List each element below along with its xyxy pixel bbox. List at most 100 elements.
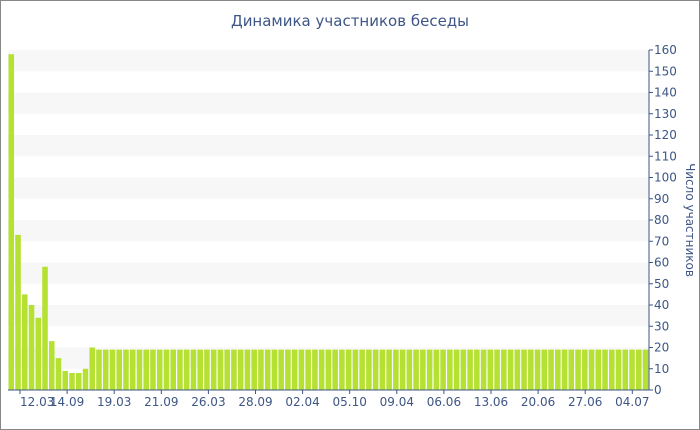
- bar[interactable]: [285, 349, 291, 391]
- bar[interactable]: [595, 349, 602, 391]
- bar[interactable]: [150, 349, 156, 391]
- bar[interactable]: [420, 349, 426, 391]
- bar[interactable]: [541, 349, 548, 391]
- bar[interactable]: [89, 347, 96, 391]
- bar[interactable]: [170, 349, 176, 391]
- bar[interactable]: [629, 349, 635, 391]
- bar[interactable]: [278, 349, 284, 391]
- bar[interactable]: [244, 349, 251, 391]
- bar[interactable]: [318, 349, 325, 391]
- bar[interactable]: [467, 349, 473, 391]
- bar[interactable]: [210, 349, 217, 391]
- bar[interactable]: [116, 349, 123, 391]
- bar[interactable]: [413, 349, 419, 391]
- bar[interactable]: [197, 349, 203, 391]
- bar[interactable]: [48, 341, 55, 391]
- bar[interactable]: [345, 349, 352, 391]
- bar[interactable]: [433, 349, 440, 391]
- bar[interactable]: [366, 349, 372, 391]
- bar[interactable]: [561, 349, 568, 391]
- bar[interactable]: [534, 349, 541, 391]
- bar[interactable]: [102, 349, 109, 391]
- bar[interactable]: [399, 349, 406, 391]
- bar[interactable]: [588, 349, 595, 391]
- bar[interactable]: [264, 349, 271, 391]
- bar[interactable]: [615, 349, 622, 391]
- bar[interactable]: [582, 349, 588, 391]
- bar[interactable]: [55, 358, 62, 391]
- bar[interactable]: [190, 349, 197, 391]
- bar[interactable]: [339, 349, 345, 391]
- bar[interactable]: [183, 349, 190, 391]
- bar[interactable]: [386, 349, 392, 391]
- bar[interactable]: [143, 349, 149, 391]
- bar[interactable]: [636, 349, 642, 391]
- bar[interactable]: [460, 349, 467, 391]
- bar[interactable]: [642, 349, 649, 391]
- bar[interactable]: [8, 54, 15, 390]
- bar[interactable]: [501, 349, 507, 391]
- bars: [8, 54, 649, 391]
- bar[interactable]: [622, 349, 629, 391]
- bar[interactable]: [568, 349, 575, 391]
- bar[interactable]: [136, 349, 143, 391]
- bar[interactable]: [258, 349, 264, 391]
- bar[interactable]: [129, 349, 136, 391]
- bar[interactable]: [575, 349, 581, 391]
- bar[interactable]: [453, 349, 460, 391]
- bar[interactable]: [514, 349, 521, 391]
- bar[interactable]: [447, 349, 453, 391]
- bar[interactable]: [332, 349, 338, 391]
- bar[interactable]: [96, 349, 102, 391]
- bar[interactable]: [204, 349, 210, 391]
- grid-band: [8, 305, 649, 327]
- bar[interactable]: [305, 349, 311, 391]
- bar[interactable]: [393, 349, 399, 391]
- bar[interactable]: [28, 305, 35, 390]
- bar[interactable]: [123, 349, 129, 391]
- bar[interactable]: [602, 349, 608, 391]
- bar[interactable]: [271, 349, 278, 391]
- bar[interactable]: [163, 349, 170, 391]
- bar[interactable]: [15, 234, 21, 391]
- bar[interactable]: [35, 317, 42, 390]
- bar[interactable]: [156, 349, 163, 391]
- bar[interactable]: [312, 349, 318, 391]
- bar[interactable]: [251, 349, 257, 391]
- bar[interactable]: [177, 349, 183, 391]
- bar[interactable]: [609, 349, 615, 391]
- y-tick-label: 30: [654, 319, 669, 333]
- bar[interactable]: [474, 349, 480, 391]
- bar[interactable]: [406, 349, 413, 391]
- bar[interactable]: [480, 349, 487, 391]
- bar[interactable]: [379, 349, 386, 391]
- bar[interactable]: [555, 349, 561, 391]
- bar[interactable]: [521, 349, 527, 391]
- bar[interactable]: [359, 349, 365, 391]
- bar[interactable]: [426, 349, 433, 391]
- bar[interactable]: [494, 349, 500, 391]
- bar[interactable]: [440, 349, 446, 391]
- bar[interactable]: [21, 294, 28, 391]
- bar[interactable]: [291, 349, 298, 391]
- bar[interactable]: [75, 373, 82, 390]
- bar[interactable]: [237, 349, 244, 391]
- bar[interactable]: [352, 349, 359, 391]
- bar[interactable]: [62, 370, 69, 391]
- bar[interactable]: [528, 349, 534, 391]
- bar[interactable]: [82, 368, 89, 390]
- bar[interactable]: [372, 349, 379, 391]
- bar[interactable]: [548, 349, 554, 391]
- bar[interactable]: [325, 349, 332, 391]
- bar[interactable]: [231, 349, 237, 391]
- bar[interactable]: [298, 349, 305, 391]
- bar[interactable]: [69, 373, 75, 390]
- bar[interactable]: [224, 349, 230, 391]
- bar[interactable]: [109, 349, 116, 391]
- bar[interactable]: [42, 266, 48, 390]
- bar[interactable]: [487, 349, 494, 391]
- bar[interactable]: [217, 349, 224, 391]
- bar[interactable]: [507, 349, 514, 391]
